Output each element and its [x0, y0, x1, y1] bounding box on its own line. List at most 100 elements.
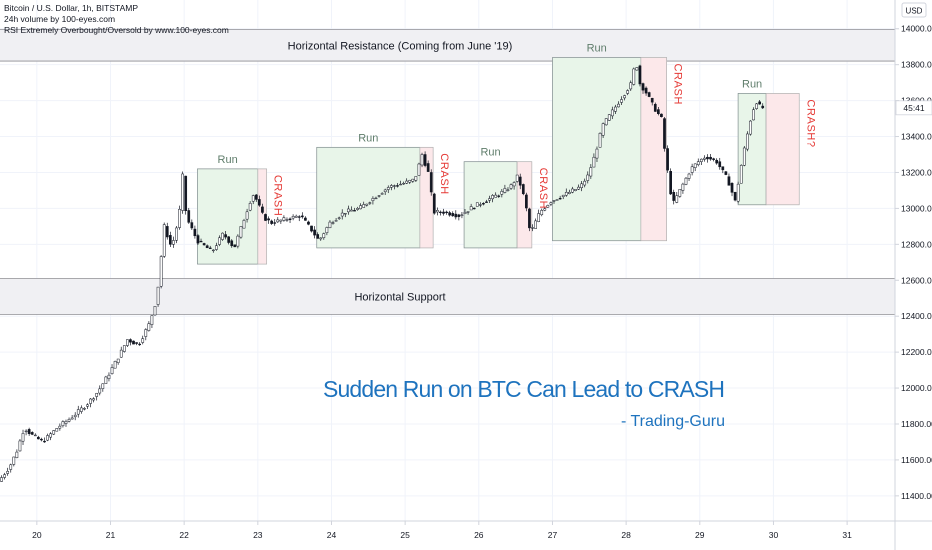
candle-body	[224, 234, 227, 238]
candle-body	[175, 227, 178, 241]
candle-body	[724, 171, 728, 175]
candle-body	[568, 191, 571, 194]
candle-body	[328, 221, 332, 229]
x-tick-label: 31	[842, 530, 852, 540]
candle-body	[564, 192, 568, 196]
candle-body	[503, 188, 507, 193]
candle-body	[254, 194, 258, 200]
candle-body	[623, 95, 626, 99]
legend-volume-indicator: 24h volume by 100-eyes.com	[4, 14, 116, 24]
candle-body	[153, 306, 157, 316]
candle-body	[365, 203, 369, 206]
candle-body	[696, 161, 700, 165]
candle-body	[267, 218, 270, 221]
y-tick-label: 13800.00	[901, 60, 932, 70]
candle-body	[86, 404, 89, 407]
candle-body	[528, 208, 531, 229]
candle-body	[313, 229, 316, 236]
candle-body	[399, 183, 402, 186]
candle-body	[411, 178, 415, 182]
candle-body	[678, 189, 682, 197]
candle-body	[33, 434, 37, 437]
candle-body	[202, 243, 206, 246]
candle-body	[291, 216, 295, 219]
candle-body	[316, 234, 320, 239]
candle-body	[132, 340, 135, 345]
candle-body	[196, 235, 200, 244]
candle-body	[417, 163, 421, 176]
candle-body	[371, 198, 375, 202]
candle-body	[156, 286, 160, 305]
candle-body	[52, 430, 56, 435]
candle-body	[515, 174, 519, 182]
candle-body	[650, 97, 654, 103]
candle-body	[638, 65, 642, 85]
candle-body	[521, 184, 525, 195]
y-tick-label: 11600.00	[901, 455, 932, 465]
candle-body	[331, 222, 335, 224]
candle-body	[101, 383, 105, 389]
candle-body	[488, 198, 491, 201]
candle-body	[294, 215, 298, 218]
candle-body	[715, 159, 719, 164]
candle-body	[273, 222, 277, 224]
candle-body	[537, 213, 541, 222]
candle-body	[534, 220, 537, 229]
candle-body	[110, 367, 114, 374]
candle-body	[310, 225, 313, 232]
candle-body	[353, 210, 356, 212]
candle-body	[150, 315, 154, 325]
candle-body	[356, 208, 359, 210]
candle-body	[368, 202, 372, 204]
candle-body	[138, 343, 142, 346]
candle-body	[491, 195, 494, 200]
candle-body	[239, 226, 243, 238]
candle-body	[89, 398, 92, 404]
candle-body	[187, 210, 191, 223]
candle-body	[635, 67, 639, 71]
candle-body	[43, 440, 46, 443]
run-box	[316, 146, 421, 249]
candle-body	[350, 209, 353, 212]
candle-body	[742, 147, 746, 166]
candle-body	[362, 204, 366, 208]
y-tick-label: 14000.00	[901, 24, 932, 34]
candle-body	[211, 249, 215, 252]
candle-body	[141, 338, 145, 343]
candle-body	[607, 114, 611, 121]
candle-body	[18, 440, 22, 452]
y-tick-label: 12400.00	[901, 311, 932, 321]
candle-body	[709, 156, 712, 160]
candle-body	[423, 154, 427, 166]
candle-body	[577, 186, 580, 190]
candle-body	[405, 180, 409, 184]
chart-legend: Bitcoin / U.S. Dollar, 1h, BITSTAMP 24h …	[4, 3, 229, 36]
candle-body	[402, 183, 405, 185]
candle-body	[135, 342, 138, 344]
candle-body	[55, 428, 59, 432]
headline-text: Sudden Run on BTC Can Lead to CRASH	[323, 376, 725, 402]
candle-body	[672, 191, 676, 201]
candle-body	[215, 245, 218, 250]
candle-body	[429, 172, 433, 193]
y-tick-label: 12600.00	[901, 275, 932, 285]
candle-body	[147, 323, 151, 331]
candle-body	[230, 240, 234, 247]
run-box	[737, 93, 767, 206]
candle-body	[509, 184, 513, 189]
candle-body	[445, 211, 448, 214]
candle-body	[706, 156, 709, 160]
candle-body	[92, 398, 95, 401]
candle-body	[666, 148, 669, 171]
current-price-label: 45:41	[903, 103, 925, 113]
currency-button[interactable]	[901, 2, 927, 18]
candle-body	[601, 123, 605, 136]
y-tick-label: 12800.00	[901, 239, 932, 249]
candle-body	[531, 227, 534, 229]
candle-body	[98, 388, 102, 394]
legend-rsi-indicator: RSI Extremely Overbought/Oversold by www…	[4, 25, 229, 35]
candle-body	[432, 193, 436, 214]
currency-button-label[interactable]: USD	[906, 7, 923, 16]
candle-body	[288, 218, 292, 221]
